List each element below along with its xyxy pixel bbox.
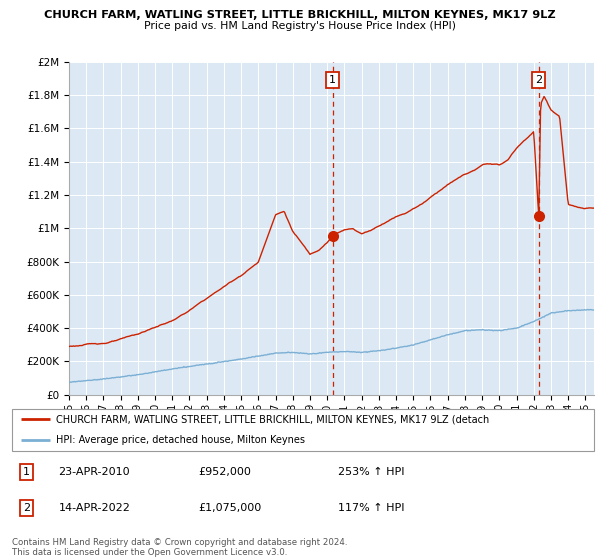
Text: 14-APR-2022: 14-APR-2022 xyxy=(59,503,130,513)
Text: 1: 1 xyxy=(23,467,30,477)
Text: Contains HM Land Registry data © Crown copyright and database right 2024.
This d: Contains HM Land Registry data © Crown c… xyxy=(12,538,347,557)
FancyBboxPatch shape xyxy=(12,409,594,451)
Text: 117% ↑ HPI: 117% ↑ HPI xyxy=(338,503,404,513)
Text: CHURCH FARM, WATLING STREET, LITTLE BRICKHILL, MILTON KEYNES, MK17 9LZ (detach: CHURCH FARM, WATLING STREET, LITTLE BRIC… xyxy=(56,414,489,424)
Text: 253% ↑ HPI: 253% ↑ HPI xyxy=(338,467,404,477)
Text: Price paid vs. HM Land Registry's House Price Index (HPI): Price paid vs. HM Land Registry's House … xyxy=(144,21,456,31)
Text: 2: 2 xyxy=(535,75,542,85)
Text: £1,075,000: £1,075,000 xyxy=(198,503,262,513)
Text: 1: 1 xyxy=(329,75,336,85)
Text: £952,000: £952,000 xyxy=(198,467,251,477)
Text: 23-APR-2010: 23-APR-2010 xyxy=(59,467,130,477)
Text: 2: 2 xyxy=(23,503,30,513)
Text: HPI: Average price, detached house, Milton Keynes: HPI: Average price, detached house, Milt… xyxy=(56,435,305,445)
Text: CHURCH FARM, WATLING STREET, LITTLE BRICKHILL, MILTON KEYNES, MK17 9LZ: CHURCH FARM, WATLING STREET, LITTLE BRIC… xyxy=(44,10,556,20)
